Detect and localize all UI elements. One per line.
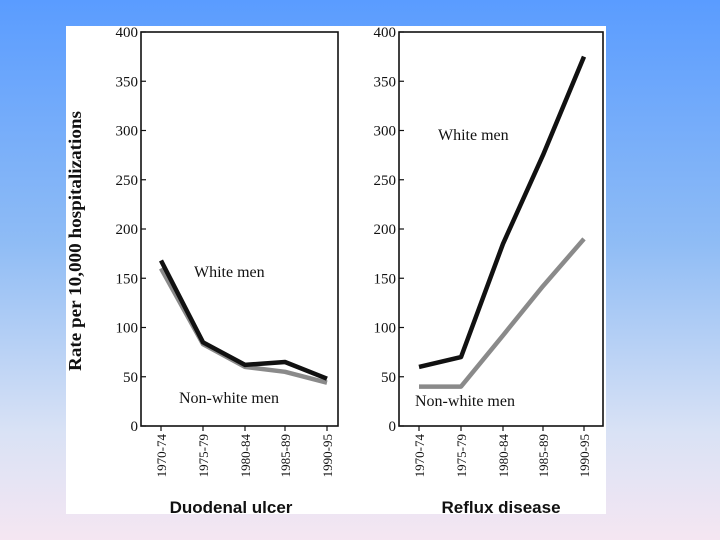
panel1-y-tick-label: 100 bbox=[116, 321, 139, 337]
panel1-y-tick-label: 0 bbox=[131, 419, 139, 435]
panel2-plot-frame bbox=[398, 31, 604, 427]
panel1-y-tick-label: 150 bbox=[116, 271, 139, 287]
panel1-x-tick-label: 1970-74 bbox=[154, 434, 169, 478]
panel1-x-tick-label: 1980-84 bbox=[238, 434, 253, 478]
panel2-series-line-non-white-men bbox=[419, 237, 586, 389]
panel2-series-label-white-men: White men bbox=[438, 127, 509, 144]
panel2-y-tick-label: 100 bbox=[374, 321, 397, 337]
panel2-x-tick-label: 1980-84 bbox=[496, 434, 511, 478]
panel1-x-tick-label: 1985-89 bbox=[278, 434, 293, 477]
panel2-x-tick-label: 1985-89 bbox=[536, 434, 551, 477]
panel1-x-tick-label: 1975-79 bbox=[196, 434, 211, 477]
panel1-y-tick-label: 50 bbox=[123, 370, 138, 386]
chart-svg: Rate per 10,000 hospitalizations 0 50 100 1… bbox=[66, 26, 604, 514]
figure-panel: Rate per 10,000 hospitalizations 0 50 100 1… bbox=[66, 26, 606, 514]
panel1-y-tick-label: 350 bbox=[116, 74, 139, 90]
panel1-series-label-non-white-men: Non-white men bbox=[179, 390, 279, 407]
panel1-series-line-white-men bbox=[158, 259, 328, 381]
panel1-plot-frame bbox=[140, 31, 339, 427]
panel2-y-tick-label: 350 bbox=[374, 74, 397, 90]
panel2-series-label-non-white-men: Non-white men bbox=[415, 393, 515, 410]
panel2-y-tick-label: 200 bbox=[374, 222, 397, 238]
panel2-y-tick-label: 400 bbox=[374, 26, 397, 41]
panel1-y-tick-label: 250 bbox=[116, 173, 139, 189]
panel2-x-tick-label: 1990-95 bbox=[577, 434, 592, 477]
panel1-y-tick-label: 400 bbox=[116, 26, 139, 41]
panel1-y-tick-label: 200 bbox=[116, 222, 139, 238]
panel1-chart-title: Duodenal ulcer bbox=[170, 498, 293, 514]
panel2-y-tick-label: 0 bbox=[389, 419, 397, 435]
panel2-y-tick-label: 50 bbox=[381, 370, 396, 386]
panel1-x-tick-label: 1990-95 bbox=[320, 434, 335, 477]
panel2-y-tick-label: 250 bbox=[374, 173, 397, 189]
panel1-y-tick-label: 300 bbox=[116, 124, 139, 140]
panel2-series-line-white-men bbox=[418, 55, 587, 370]
panel2-y-tick-label: 150 bbox=[374, 271, 397, 287]
panel2-chart-title: Reflux disease bbox=[441, 498, 560, 514]
panel2-y-tick-label: 300 bbox=[374, 124, 397, 140]
panel1-series-label-white-men: White men bbox=[194, 264, 265, 281]
panel2-x-tick-label: 1975-79 bbox=[454, 434, 469, 477]
panel2-x-tick-label: 1970-74 bbox=[412, 434, 427, 478]
y-axis-label: Rate per 10,000 hospitalizations bbox=[66, 111, 85, 371]
